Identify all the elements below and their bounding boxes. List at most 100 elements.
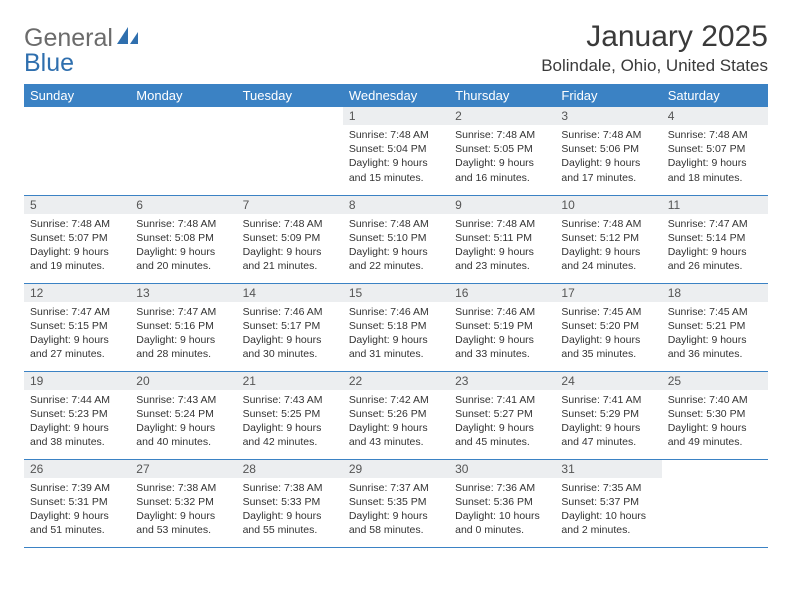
day-number: 27 bbox=[130, 460, 236, 478]
day-number: 16 bbox=[449, 284, 555, 302]
calendar-cell: 10Sunrise: 7:48 AMSunset: 5:12 PMDayligh… bbox=[555, 195, 661, 283]
day-info: Sunrise: 7:48 AMSunset: 5:08 PMDaylight:… bbox=[130, 214, 236, 278]
day-number: 12 bbox=[24, 284, 130, 302]
day-number: 8 bbox=[343, 196, 449, 214]
header: GeneralBlue January 2025 Bolindale, Ohio… bbox=[24, 20, 768, 78]
logo: GeneralBlue bbox=[24, 20, 140, 78]
day-info: Sunrise: 7:45 AMSunset: 5:21 PMDaylight:… bbox=[662, 302, 768, 366]
weekday-header: Monday bbox=[130, 84, 236, 107]
day-info: Sunrise: 7:43 AMSunset: 5:24 PMDaylight:… bbox=[130, 390, 236, 454]
calendar-table: SundayMondayTuesdayWednesdayThursdayFrid… bbox=[24, 84, 768, 548]
day-number: 3 bbox=[555, 107, 661, 125]
calendar-body: 1Sunrise: 7:48 AMSunset: 5:04 PMDaylight… bbox=[24, 107, 768, 547]
day-number: 24 bbox=[555, 372, 661, 390]
day-info: Sunrise: 7:41 AMSunset: 5:29 PMDaylight:… bbox=[555, 390, 661, 454]
day-info: Sunrise: 7:48 AMSunset: 5:06 PMDaylight:… bbox=[555, 125, 661, 189]
calendar-row: 5Sunrise: 7:48 AMSunset: 5:07 PMDaylight… bbox=[24, 195, 768, 283]
location: Bolindale, Ohio, United States bbox=[541, 56, 768, 76]
calendar-head: SundayMondayTuesdayWednesdayThursdayFrid… bbox=[24, 84, 768, 107]
calendar-cell: 27Sunrise: 7:38 AMSunset: 5:32 PMDayligh… bbox=[130, 459, 236, 547]
calendar-row: 1Sunrise: 7:48 AMSunset: 5:04 PMDaylight… bbox=[24, 107, 768, 195]
calendar-cell: 30Sunrise: 7:36 AMSunset: 5:36 PMDayligh… bbox=[449, 459, 555, 547]
day-number: 21 bbox=[237, 372, 343, 390]
day-number: 30 bbox=[449, 460, 555, 478]
day-number: 2 bbox=[449, 107, 555, 125]
day-number: 26 bbox=[24, 460, 130, 478]
day-info: Sunrise: 7:48 AMSunset: 5:07 PMDaylight:… bbox=[24, 214, 130, 278]
day-number: 5 bbox=[24, 196, 130, 214]
day-number: 10 bbox=[555, 196, 661, 214]
day-number: 4 bbox=[662, 107, 768, 125]
calendar-cell bbox=[130, 107, 236, 195]
calendar-cell: 26Sunrise: 7:39 AMSunset: 5:31 PMDayligh… bbox=[24, 459, 130, 547]
calendar-cell: 19Sunrise: 7:44 AMSunset: 5:23 PMDayligh… bbox=[24, 371, 130, 459]
calendar-cell bbox=[24, 107, 130, 195]
day-number: 9 bbox=[449, 196, 555, 214]
calendar-cell: 23Sunrise: 7:41 AMSunset: 5:27 PMDayligh… bbox=[449, 371, 555, 459]
day-number: 28 bbox=[237, 460, 343, 478]
day-number: 20 bbox=[130, 372, 236, 390]
calendar-cell: 7Sunrise: 7:48 AMSunset: 5:09 PMDaylight… bbox=[237, 195, 343, 283]
calendar-cell: 24Sunrise: 7:41 AMSunset: 5:29 PMDayligh… bbox=[555, 371, 661, 459]
day-number: 7 bbox=[237, 196, 343, 214]
day-number: 6 bbox=[130, 196, 236, 214]
day-number: 17 bbox=[555, 284, 661, 302]
day-info: Sunrise: 7:47 AMSunset: 5:15 PMDaylight:… bbox=[24, 302, 130, 366]
weekday-header: Tuesday bbox=[237, 84, 343, 107]
calendar-cell: 22Sunrise: 7:42 AMSunset: 5:26 PMDayligh… bbox=[343, 371, 449, 459]
day-info: Sunrise: 7:48 AMSunset: 5:07 PMDaylight:… bbox=[662, 125, 768, 189]
calendar-cell: 15Sunrise: 7:46 AMSunset: 5:18 PMDayligh… bbox=[343, 283, 449, 371]
weekday-header: Thursday bbox=[449, 84, 555, 107]
day-info: Sunrise: 7:48 AMSunset: 5:05 PMDaylight:… bbox=[449, 125, 555, 189]
calendar-cell: 9Sunrise: 7:48 AMSunset: 5:11 PMDaylight… bbox=[449, 195, 555, 283]
calendar-cell: 16Sunrise: 7:46 AMSunset: 5:19 PMDayligh… bbox=[449, 283, 555, 371]
day-number: 1 bbox=[343, 107, 449, 125]
calendar-cell: 11Sunrise: 7:47 AMSunset: 5:14 PMDayligh… bbox=[662, 195, 768, 283]
calendar-cell: 2Sunrise: 7:48 AMSunset: 5:05 PMDaylight… bbox=[449, 107, 555, 195]
day-info: Sunrise: 7:39 AMSunset: 5:31 PMDaylight:… bbox=[24, 478, 130, 542]
calendar-cell: 29Sunrise: 7:37 AMSunset: 5:35 PMDayligh… bbox=[343, 459, 449, 547]
calendar-cell: 28Sunrise: 7:38 AMSunset: 5:33 PMDayligh… bbox=[237, 459, 343, 547]
calendar-cell: 21Sunrise: 7:43 AMSunset: 5:25 PMDayligh… bbox=[237, 371, 343, 459]
day-info: Sunrise: 7:48 AMSunset: 5:12 PMDaylight:… bbox=[555, 214, 661, 278]
day-number: 19 bbox=[24, 372, 130, 390]
day-info: Sunrise: 7:48 AMSunset: 5:04 PMDaylight:… bbox=[343, 125, 449, 189]
day-info: Sunrise: 7:38 AMSunset: 5:32 PMDaylight:… bbox=[130, 478, 236, 542]
day-info: Sunrise: 7:47 AMSunset: 5:16 PMDaylight:… bbox=[130, 302, 236, 366]
day-info: Sunrise: 7:46 AMSunset: 5:17 PMDaylight:… bbox=[237, 302, 343, 366]
day-info: Sunrise: 7:45 AMSunset: 5:20 PMDaylight:… bbox=[555, 302, 661, 366]
calendar-cell: 5Sunrise: 7:48 AMSunset: 5:07 PMDaylight… bbox=[24, 195, 130, 283]
day-info: Sunrise: 7:37 AMSunset: 5:35 PMDaylight:… bbox=[343, 478, 449, 542]
calendar-cell bbox=[237, 107, 343, 195]
title-block: January 2025 Bolindale, Ohio, United Sta… bbox=[541, 20, 768, 76]
day-info: Sunrise: 7:48 AMSunset: 5:10 PMDaylight:… bbox=[343, 214, 449, 278]
calendar-cell: 18Sunrise: 7:45 AMSunset: 5:21 PMDayligh… bbox=[662, 283, 768, 371]
calendar-cell: 6Sunrise: 7:48 AMSunset: 5:08 PMDaylight… bbox=[130, 195, 236, 283]
day-number: 29 bbox=[343, 460, 449, 478]
calendar-cell: 25Sunrise: 7:40 AMSunset: 5:30 PMDayligh… bbox=[662, 371, 768, 459]
day-info: Sunrise: 7:44 AMSunset: 5:23 PMDaylight:… bbox=[24, 390, 130, 454]
logo-sail-icon bbox=[116, 24, 140, 53]
day-number: 11 bbox=[662, 196, 768, 214]
day-info: Sunrise: 7:42 AMSunset: 5:26 PMDaylight:… bbox=[343, 390, 449, 454]
calendar-cell bbox=[662, 459, 768, 547]
calendar-cell: 1Sunrise: 7:48 AMSunset: 5:04 PMDaylight… bbox=[343, 107, 449, 195]
weekday-header: Wednesday bbox=[343, 84, 449, 107]
weekday-header: Sunday bbox=[24, 84, 130, 107]
calendar-row: 19Sunrise: 7:44 AMSunset: 5:23 PMDayligh… bbox=[24, 371, 768, 459]
calendar-cell: 20Sunrise: 7:43 AMSunset: 5:24 PMDayligh… bbox=[130, 371, 236, 459]
calendar-cell: 12Sunrise: 7:47 AMSunset: 5:15 PMDayligh… bbox=[24, 283, 130, 371]
calendar-row: 12Sunrise: 7:47 AMSunset: 5:15 PMDayligh… bbox=[24, 283, 768, 371]
calendar-cell: 3Sunrise: 7:48 AMSunset: 5:06 PMDaylight… bbox=[555, 107, 661, 195]
day-info: Sunrise: 7:46 AMSunset: 5:19 PMDaylight:… bbox=[449, 302, 555, 366]
calendar-page: GeneralBlue January 2025 Bolindale, Ohio… bbox=[0, 0, 792, 568]
day-info: Sunrise: 7:43 AMSunset: 5:25 PMDaylight:… bbox=[237, 390, 343, 454]
day-number: 25 bbox=[662, 372, 768, 390]
calendar-row: 26Sunrise: 7:39 AMSunset: 5:31 PMDayligh… bbox=[24, 459, 768, 547]
month-title: January 2025 bbox=[541, 20, 768, 54]
day-info: Sunrise: 7:38 AMSunset: 5:33 PMDaylight:… bbox=[237, 478, 343, 542]
day-info: Sunrise: 7:35 AMSunset: 5:37 PMDaylight:… bbox=[555, 478, 661, 542]
day-number: 23 bbox=[449, 372, 555, 390]
day-number: 18 bbox=[662, 284, 768, 302]
day-number: 22 bbox=[343, 372, 449, 390]
